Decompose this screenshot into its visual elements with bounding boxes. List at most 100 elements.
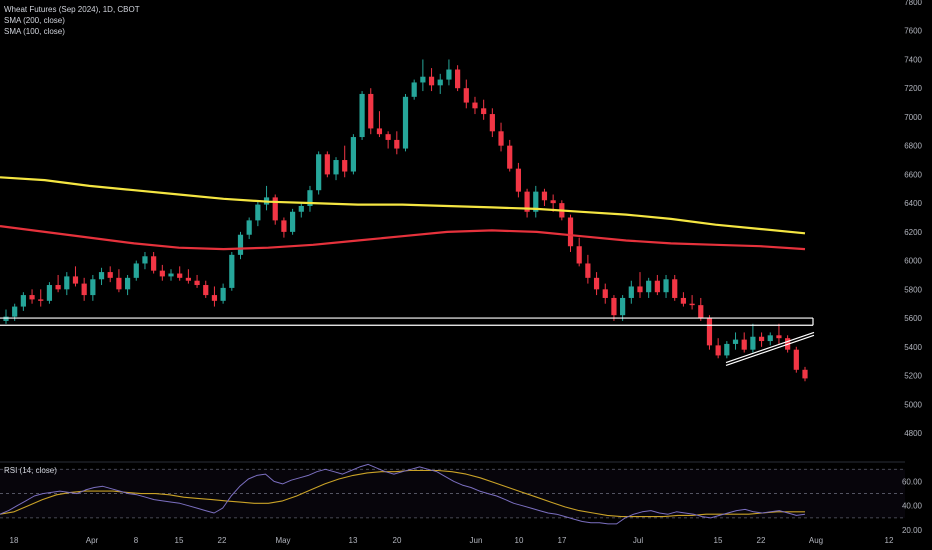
candle-body bbox=[20, 295, 26, 307]
rsi-ma-line bbox=[0, 469, 805, 518]
candle-body bbox=[593, 277, 600, 290]
candle-body bbox=[515, 168, 522, 192]
candle-body bbox=[246, 220, 252, 235]
time-tick-label: Jul bbox=[633, 536, 643, 545]
candle-body bbox=[203, 285, 209, 296]
candle-body bbox=[646, 280, 652, 293]
sma200-legend[interactable]: SMA (200, close) bbox=[4, 16, 65, 25]
sma200-line bbox=[0, 176, 806, 235]
candle-body bbox=[368, 93, 374, 129]
time-tick-label: Apr bbox=[86, 536, 99, 545]
rsi-legend[interactable]: RSI (14, close) bbox=[4, 466, 57, 475]
candle-body bbox=[541, 191, 548, 201]
candle-body bbox=[420, 76, 426, 83]
candle-body bbox=[151, 256, 157, 271]
candle-body bbox=[498, 131, 504, 146]
candle-body bbox=[411, 82, 417, 97]
candle-body bbox=[385, 134, 391, 140]
candle-body bbox=[585, 263, 591, 278]
price-tick-label: 7800 bbox=[904, 0, 922, 7]
rsi-tick-label: 40.00 bbox=[902, 502, 923, 511]
candle-body bbox=[750, 336, 756, 350]
candle-body bbox=[437, 79, 443, 86]
time-tick-label: 22 bbox=[218, 536, 227, 545]
candle-body bbox=[55, 285, 61, 290]
price-tick-label: 4800 bbox=[904, 429, 922, 438]
candle-body bbox=[3, 316, 9, 321]
candle-body bbox=[428, 76, 435, 86]
candle-body bbox=[715, 345, 721, 356]
time-tick-label: 8 bbox=[134, 536, 139, 545]
candle-body bbox=[672, 279, 678, 298]
price-tick-label: 5400 bbox=[904, 343, 922, 352]
time-tick-label: May bbox=[275, 536, 290, 545]
candle-body bbox=[289, 211, 296, 232]
candle-body bbox=[185, 277, 191, 281]
candle-body bbox=[359, 93, 365, 138]
candle-body bbox=[177, 273, 183, 278]
candle-body bbox=[741, 339, 747, 350]
candle-body bbox=[463, 88, 469, 103]
candle-body bbox=[159, 270, 165, 277]
candle-body bbox=[220, 287, 226, 301]
time-tick-label: 22 bbox=[757, 536, 766, 545]
candle-body bbox=[620, 297, 626, 316]
rsi-tick-label: 20.00 bbox=[902, 526, 923, 535]
time-tick-label: 12 bbox=[885, 536, 894, 545]
candle-body bbox=[680, 297, 687, 304]
candle-body bbox=[402, 96, 409, 149]
symbol-legend[interactable]: Wheat Futures (Sep 2024), 1D, CBOT bbox=[4, 5, 140, 14]
time-tick-label: 17 bbox=[558, 536, 567, 545]
candle-body bbox=[324, 154, 330, 175]
candle-body bbox=[229, 254, 235, 288]
candle-body bbox=[72, 276, 79, 284]
candle-body bbox=[298, 206, 304, 212]
candle-body bbox=[211, 295, 218, 301]
candle-body bbox=[689, 303, 695, 306]
price-tick-label: 5200 bbox=[904, 372, 922, 381]
price-tick-label: 6400 bbox=[904, 199, 922, 208]
price-tick-label: 6800 bbox=[904, 142, 922, 151]
candle-body bbox=[802, 369, 808, 379]
candle-body bbox=[576, 246, 582, 264]
candle-body bbox=[116, 277, 122, 290]
candle-body bbox=[654, 280, 660, 293]
price-tick-label: 6000 bbox=[904, 257, 922, 266]
candle-body bbox=[237, 234, 244, 255]
price-tick-label: 7000 bbox=[904, 113, 922, 122]
candle-body bbox=[46, 285, 53, 301]
channel-line bbox=[725, 334, 815, 367]
price-pane bbox=[0, 59, 815, 382]
candle-body bbox=[724, 343, 730, 356]
candle-body bbox=[255, 204, 261, 221]
candle-body bbox=[38, 299, 44, 301]
candle-body bbox=[507, 145, 513, 169]
price-tick-label: 7200 bbox=[904, 84, 922, 93]
candle-body bbox=[81, 283, 87, 296]
candle-body bbox=[611, 297, 617, 316]
candle-body bbox=[107, 272, 113, 278]
price-tick-label: 5000 bbox=[904, 400, 922, 409]
candle-body bbox=[524, 191, 530, 212]
candle-body bbox=[29, 295, 35, 300]
candle-body bbox=[446, 69, 452, 80]
price-tick-label: 7600 bbox=[904, 27, 922, 36]
candle-body bbox=[272, 197, 278, 221]
price-tick-label: 5800 bbox=[904, 285, 922, 294]
candle-body bbox=[767, 335, 773, 342]
candle-body bbox=[307, 190, 313, 207]
sma100-legend[interactable]: SMA (100, close) bbox=[4, 27, 65, 36]
time-tick-label: 15 bbox=[175, 536, 184, 545]
channel-line bbox=[725, 331, 815, 364]
candle-body bbox=[342, 160, 348, 172]
candle-body bbox=[455, 69, 461, 89]
candle-body bbox=[793, 349, 799, 370]
rsi-line bbox=[0, 463, 806, 525]
candle-body bbox=[550, 200, 556, 204]
time-tick-label: 15 bbox=[714, 536, 723, 545]
candle-body bbox=[706, 318, 713, 346]
price-tick-label: 7400 bbox=[904, 55, 922, 64]
candle-body bbox=[637, 286, 643, 293]
price-axis: 7800 7600 7400 7200 7000 6800 6600 6400 6200 6000… bbox=[10, 0, 923, 545]
